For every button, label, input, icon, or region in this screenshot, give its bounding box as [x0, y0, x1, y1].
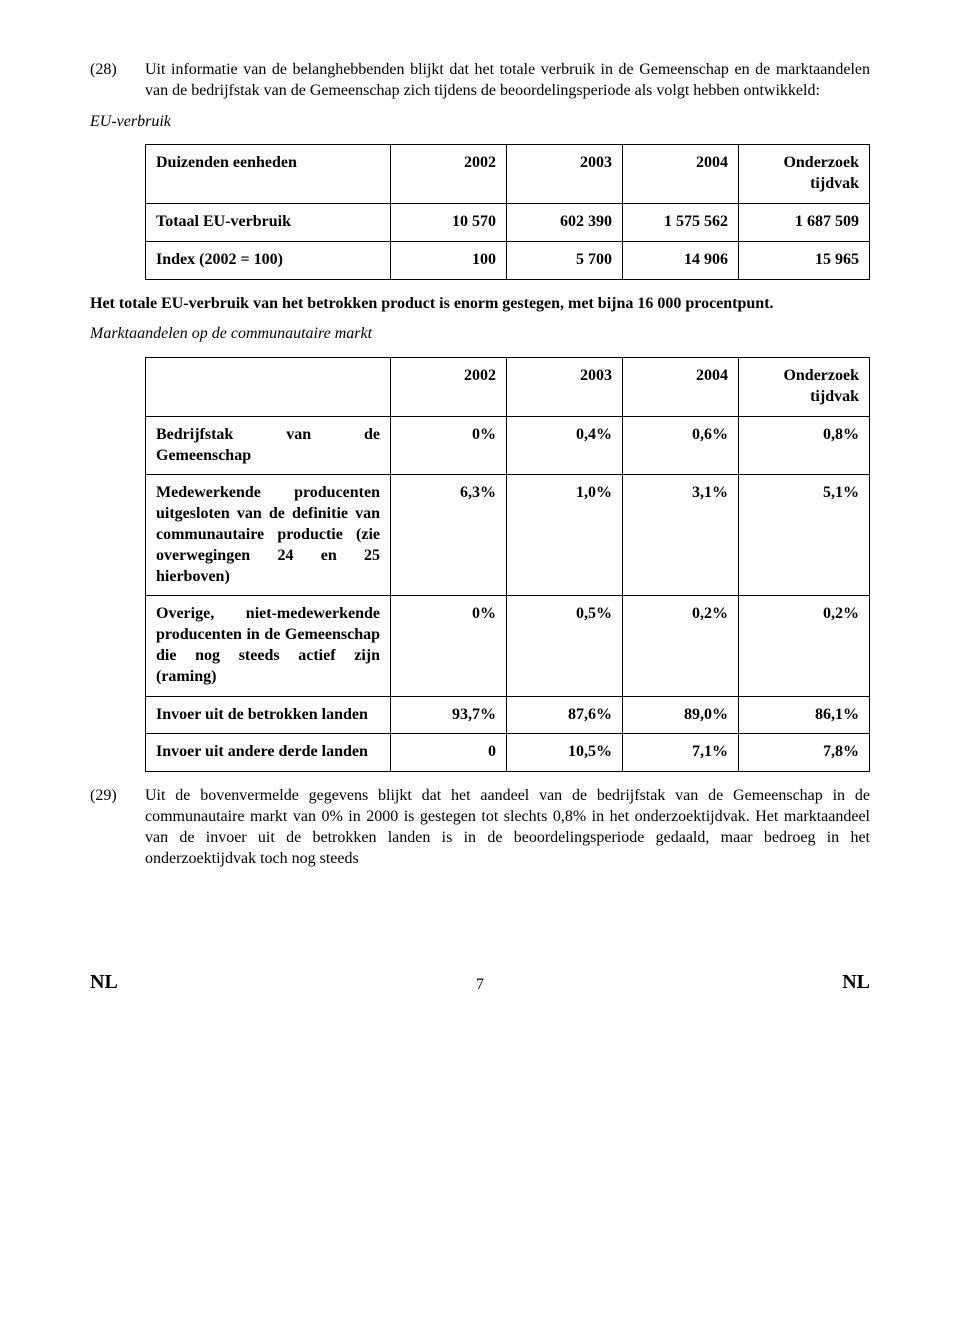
para29-text: Uit de bovenvermelde gegevens blijkt dat… [145, 786, 870, 869]
cell: 89,0% [623, 696, 739, 734]
cell: 1 575 562 [623, 203, 739, 241]
table2-wrap: 2002 2003 2004 Onderzoek tijdvak Bedrijf… [145, 357, 870, 772]
table-row: Bedrijfstak van de Gemeenschap 0% 0,4% 0… [146, 416, 870, 475]
table-marktaandelen: 2002 2003 2004 Onderzoek tijdvak Bedrijf… [145, 357, 870, 772]
cell: 87,6% [507, 696, 623, 734]
cell: 3,1% [623, 475, 739, 596]
cell: 0% [391, 416, 507, 475]
cell: 7,8% [739, 734, 870, 772]
table1-wrap: Duizenden eenheden 2002 2003 2004 Onderz… [145, 144, 870, 279]
mid-paragraph: Het totale EU-verbruik van het betrokken… [90, 294, 870, 315]
cell: 0 [391, 734, 507, 772]
cell: Medewerkende producenten uitgesloten van… [146, 475, 391, 596]
table-row: Invoer uit de betrokken landen 93,7% 87,… [146, 696, 870, 734]
cell: Onderzoek tijdvak [739, 358, 870, 417]
cell: 2004 [623, 358, 739, 417]
cell: 100 [391, 241, 507, 279]
cell: 0,6% [623, 416, 739, 475]
paragraph-28: (28) Uit informatie van de belanghebbend… [90, 60, 870, 102]
table-row: Duizenden eenheden 2002 2003 2004 Onderz… [146, 145, 870, 204]
cell: 10,5% [507, 734, 623, 772]
cell: 15 965 [739, 241, 870, 279]
cell: 2003 [507, 358, 623, 417]
cell: Bedrijfstak van de Gemeenschap [146, 416, 391, 475]
cell: 5,1% [739, 475, 870, 596]
page-footer: NL 7 NL [90, 969, 870, 995]
cell: 0,5% [507, 596, 623, 696]
section2-heading: Marktaandelen op de communautaire markt [90, 324, 870, 345]
cell: Onderzoek tijdvak [739, 145, 870, 204]
cell [146, 358, 391, 417]
table-row: Totaal EU-verbruik 10 570 602 390 1 575 … [146, 203, 870, 241]
cell: 86,1% [739, 696, 870, 734]
cell: 0,8% [739, 416, 870, 475]
cell: 14 906 [623, 241, 739, 279]
table-row: Overige, niet-medewerkende producenten i… [146, 596, 870, 696]
cell: 93,7% [391, 696, 507, 734]
cell: Overige, niet-medewerkende producenten i… [146, 596, 391, 696]
cell: 7,1% [623, 734, 739, 772]
cell: Duizenden eenheden [146, 145, 391, 204]
cell: 1,0% [507, 475, 623, 596]
cell: 1 687 509 [739, 203, 870, 241]
page-number: 7 [476, 975, 484, 996]
table-row: Medewerkende producenten uitgesloten van… [146, 475, 870, 596]
cell: 6,3% [391, 475, 507, 596]
cell: 602 390 [507, 203, 623, 241]
table-row: Invoer uit andere derde landen 0 10,5% 7… [146, 734, 870, 772]
table-row: 2002 2003 2004 Onderzoek tijdvak [146, 358, 870, 417]
table-row: Index (2002 = 100) 100 5 700 14 906 15 9… [146, 241, 870, 279]
cell: 2003 [507, 145, 623, 204]
table-eu-verbruik: Duizenden eenheden 2002 2003 2004 Onderz… [145, 144, 870, 279]
section1-heading: EU-verbruik [90, 112, 870, 133]
footer-right: NL [842, 969, 870, 995]
cell: 0,2% [739, 596, 870, 696]
cell: Index (2002 = 100) [146, 241, 391, 279]
cell: 0,2% [623, 596, 739, 696]
para28-text: Uit informatie van de belanghebbenden bl… [145, 60, 870, 102]
cell: 0,4% [507, 416, 623, 475]
cell: 0% [391, 596, 507, 696]
cell: 5 700 [507, 241, 623, 279]
cell: 2002 [391, 358, 507, 417]
cell: Invoer uit de betrokken landen [146, 696, 391, 734]
cell: 2004 [623, 145, 739, 204]
para29-number: (29) [90, 786, 145, 807]
cell: 10 570 [391, 203, 507, 241]
cell: 2002 [391, 145, 507, 204]
cell: Totaal EU-verbruik [146, 203, 391, 241]
cell: Invoer uit andere derde landen [146, 734, 391, 772]
paragraph-29: (29) Uit de bovenvermelde gegevens blijk… [90, 786, 870, 869]
footer-left: NL [90, 969, 118, 995]
para28-number: (28) [90, 60, 145, 81]
